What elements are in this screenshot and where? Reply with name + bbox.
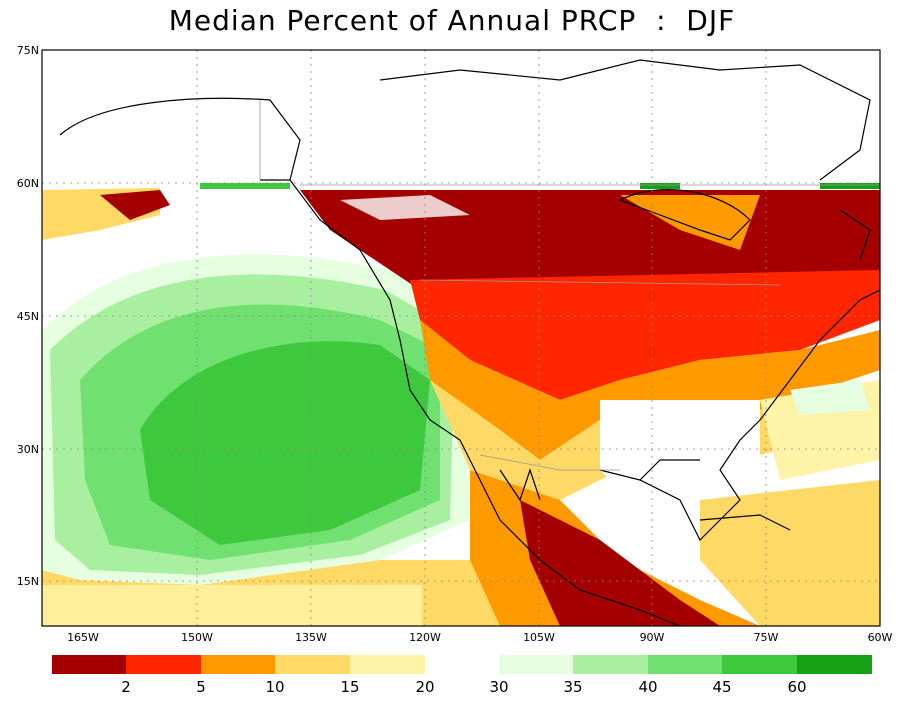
legend-swatch (797, 655, 872, 674)
legend-swatch (275, 655, 350, 674)
lon-tick: 120W (409, 631, 441, 644)
legend-swatch (722, 655, 797, 674)
legend-swatch (201, 655, 276, 674)
legend-label: 60 (787, 678, 806, 696)
legend-swatch (648, 655, 723, 674)
lon-tick: 75W (754, 631, 779, 644)
lon-tick: 150W (181, 631, 213, 644)
legend-label: 20 (415, 678, 434, 696)
lat-tick: 30N (17, 443, 39, 456)
legend-label: 40 (638, 678, 657, 696)
lat-tick: 45N (17, 310, 39, 323)
map-title: Median Percent of Annual PRCP : DJF (168, 4, 736, 37)
legend-swatch (126, 655, 201, 674)
color-legend: 2 5 10 15 20 30 35 40 45 60 (52, 655, 872, 696)
legend-swatch (52, 655, 127, 674)
legend-label: 5 (196, 678, 206, 696)
lat-tick: 60N (17, 177, 39, 190)
lon-tick: 165W (67, 631, 99, 644)
legend-label: 15 (340, 678, 359, 696)
legend-label: 35 (563, 678, 582, 696)
legend-swatch (350, 655, 425, 674)
map-field (42, 50, 880, 626)
lat-tick: 75N (17, 44, 39, 57)
lon-tick: 90W (640, 631, 665, 644)
lon-tick: 105W (523, 631, 555, 644)
legend-label: 10 (265, 678, 284, 696)
legend-swatch (499, 655, 574, 674)
lat-axis: 75N 60N 45N 30N 15N (17, 44, 39, 588)
lon-tick: 60W (868, 631, 893, 644)
legend-label: 30 (489, 678, 508, 696)
legend-label: 45 (712, 678, 731, 696)
lon-tick: 135W (295, 631, 327, 644)
lat-tick: 15N (17, 575, 39, 588)
legend-label: 2 (121, 678, 131, 696)
lon-axis: 165W 150W 135W 120W 105W 90W 75W 60W (67, 631, 892, 644)
legend-swatch (573, 655, 648, 674)
map-frame (41, 49, 881, 627)
